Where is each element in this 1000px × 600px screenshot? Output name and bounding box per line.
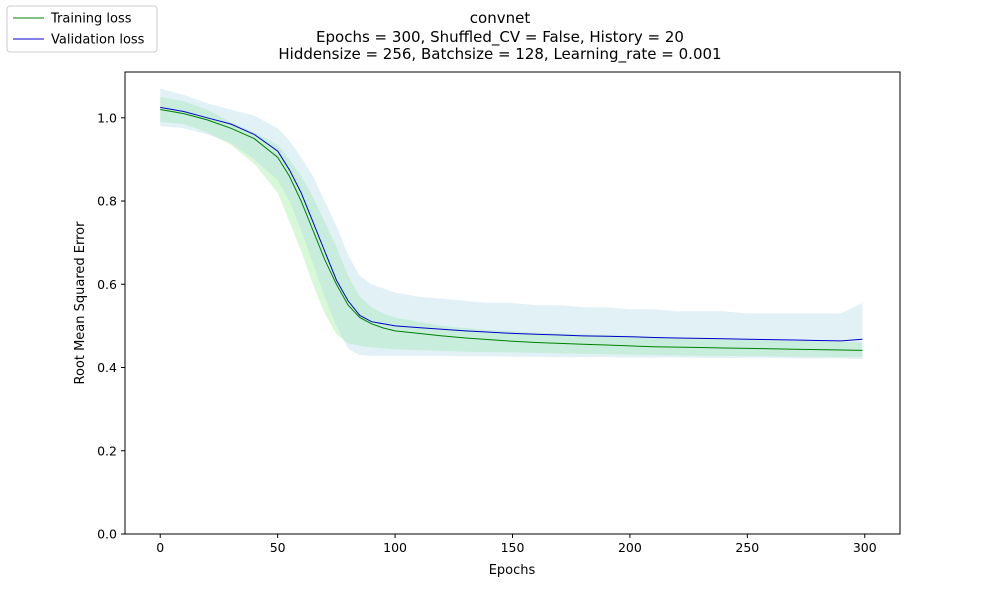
- series-lines: [160, 106, 863, 351]
- x-tick-label: 200: [618, 540, 642, 555]
- x-axis-label: Epochs: [489, 563, 536, 578]
- y-tick-label: 0.4: [97, 360, 117, 375]
- x-tick-label: 50: [270, 540, 286, 555]
- confidence-bands: [160, 88, 863, 360]
- y-tick-label: 0.0: [97, 527, 117, 542]
- legend: Training loss Validation loss: [6, 5, 158, 53]
- x-axis-ticks: 0 50 100 150 200 250 300: [156, 534, 877, 555]
- validation-loss-line: [160, 106, 863, 342]
- y-axis-ticks: 0.0 0.2 0.4 0.6 0.8 1.0: [97, 110, 125, 542]
- validation-loss-band: [160, 88, 863, 360]
- legend-label-training: Training loss: [50, 12, 132, 27]
- chart-title-line-3: Hiddensize = 256, Batchsize = 128, Learn…: [278, 45, 721, 64]
- legend-box: [6, 5, 158, 53]
- training-loss-band: [160, 97, 863, 358]
- training-loss-line: [160, 109, 863, 351]
- chart-title-line-2: Epochs = 300, Shuffled_CV = False, Histo…: [316, 28, 684, 47]
- y-tick-label: 0.2: [97, 443, 117, 458]
- y-tick-label: 1.0: [97, 110, 117, 125]
- x-tick-label: 300: [853, 540, 877, 555]
- chart-title: convnet Epochs = 300, Shuffled_CV = Fals…: [278, 9, 721, 64]
- y-tick-label: 0.8: [97, 194, 117, 209]
- y-axis-label: Root Mean Squared Error: [73, 221, 88, 385]
- x-tick-label: 150: [501, 540, 525, 555]
- y-tick-label: 0.6: [97, 277, 117, 292]
- x-tick-label: 0: [156, 540, 164, 555]
- chart-title-line-1: convnet: [470, 9, 531, 27]
- legend-label-validation: Validation loss: [51, 33, 145, 48]
- x-tick-label: 250: [735, 540, 759, 555]
- x-tick-label: 100: [383, 540, 407, 555]
